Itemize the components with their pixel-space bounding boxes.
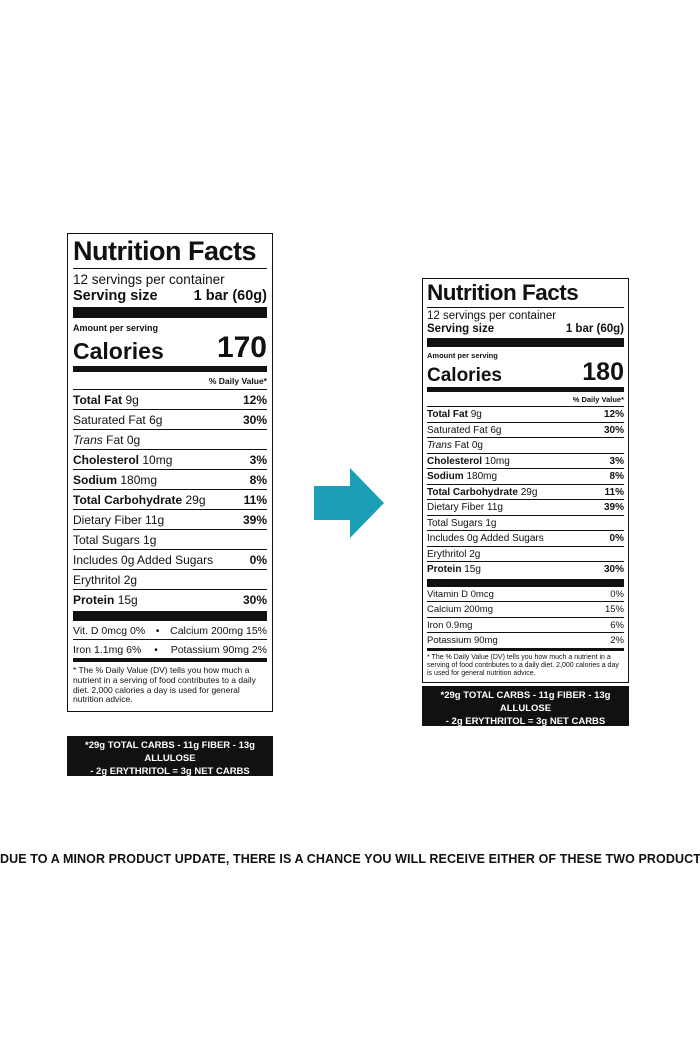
calories-value: 170 [216, 331, 267, 365]
daily-value-footnote: * The % Daily Value (DV) tells you how m… [427, 647, 624, 679]
serving-size: Serving size 1 bar (60g) [427, 323, 624, 335]
nutrient-row: Erythritol 2g [427, 545, 624, 562]
label-title: Nutrition Facts [73, 238, 267, 269]
mineral-row: Potassium 90mg 2% [427, 632, 624, 648]
calories-row: Calories 180 [427, 360, 624, 387]
calories-label: Calories [73, 338, 164, 365]
amount-per-serving: Amount per serving [73, 323, 159, 334]
nutrient-row: Sodium 180mg 8% [73, 469, 267, 489]
thick-divider [73, 611, 267, 622]
new-net-carbs-box: *29g TOTAL CARBS - 11g FIBER - 13g ALLUL… [422, 686, 629, 727]
medium-divider [73, 366, 267, 373]
nutrient-row: Sodium 180mg 8% [427, 468, 624, 484]
nutrient-row: Protein 15g 30% [427, 561, 624, 577]
net-carbs-line: *29g TOTAL CARBS - 11g FIBER - 13g ALLUL… [85, 740, 255, 764]
nutrient-row: Erythritol 2g [73, 569, 267, 589]
serving-size-label: Serving size [73, 288, 158, 305]
product-update-notice: DUE TO A MINOR PRODUCT UPDATE, THERE IS … [0, 852, 700, 866]
nutrient-row: Cholesterol 10mg 3% [73, 449, 267, 469]
nutrient-row: Protein 15g 30% [73, 589, 267, 609]
nutrient-row: Total Carbohydrate 29g 11% [73, 489, 267, 509]
mineral-row: Calcium 200mg 15% [427, 601, 624, 617]
nutrient-row: Includes 0g Added Sugars 0% [73, 549, 267, 569]
nutrient-row: Trans Fat 0g [73, 429, 267, 449]
nutrient-row: Saturated Fat 6g 30% [73, 409, 267, 429]
mineral-row: Iron 0.9mg 6% [427, 616, 624, 633]
old-net-carbs-box: *29g TOTAL CARBS - 11g FIBER - 13g ALLUL… [67, 736, 273, 777]
vitamin-row: Iron 1.1mg 6% • Potassium 90mg 2% [73, 639, 267, 658]
vitamin-row: Vit. D 0mcg 0% • Calcium 200mg 15% [73, 625, 267, 638]
label-title: Nutrition Facts [427, 281, 624, 308]
mineral-row: Vitamin D 0mcg 0% [427, 588, 624, 600]
thick-divider [73, 307, 267, 319]
servings-per-container: 12 servings per container [73, 272, 225, 287]
nutrient-row: Includes 0g Added Sugars 0% [427, 530, 624, 546]
daily-value-footnote: * The % Daily Value (DV) tells you how m… [73, 658, 267, 707]
nutrient-row: Cholesterol 10mg 3% [427, 452, 624, 469]
daily-value-header: % Daily Value* [572, 395, 624, 405]
old-nutrition-label: Nutrition Facts 12 servings per containe… [67, 233, 273, 713]
nutrient-row: Total Fat 9g 12% [427, 406, 624, 422]
medium-divider [427, 387, 624, 393]
nutrient-row: Total Sugars 1g [427, 514, 624, 531]
servings-per-container: 12 servings per container [427, 309, 557, 322]
nutrient-row: Total Carbohydrate 29g 11% [427, 483, 624, 500]
right-arrow-icon [314, 468, 384, 538]
calories-value: 180 [582, 358, 624, 387]
nutrient-row: Dietary Fiber 11g 39% [427, 499, 624, 515]
net-carbs-line: - 2g ERYTHRITOL = 3g NET CARBS [445, 715, 606, 727]
net-carbs-line: *29g TOTAL CARBS - 11g FIBER - 13g ALLUL… [440, 690, 611, 714]
calories-row: Calories 170 [73, 333, 267, 366]
serving-size-value: 1 bar (60g) [565, 323, 624, 336]
serving-size-label: Serving size [427, 323, 495, 336]
thick-divider [427, 578, 624, 587]
serving-size: Serving size 1 bar (60g) [73, 288, 267, 304]
serving-size-value: 1 bar (60g) [193, 288, 267, 305]
thick-divider [427, 338, 624, 348]
nutrient-row: Total Fat 9g 12% [73, 389, 267, 409]
amount-per-serving: Amount per serving [427, 351, 498, 361]
nutrient-row: Saturated Fat 6g 30% [427, 421, 624, 438]
nutrient-row: Trans Fat 0g [427, 437, 624, 453]
daily-value-header: % Daily Value* [208, 376, 267, 387]
nutrient-row: Total Sugars 1g [73, 529, 267, 549]
net-carbs-line: - 2g ERYTHRITOL = 3g NET CARBS [90, 765, 250, 777]
calories-label: Calories [427, 365, 502, 387]
nutrient-row: Dietary Fiber 11g 39% [73, 509, 267, 529]
new-nutrition-label: Nutrition Facts 12 servings per containe… [422, 278, 629, 683]
